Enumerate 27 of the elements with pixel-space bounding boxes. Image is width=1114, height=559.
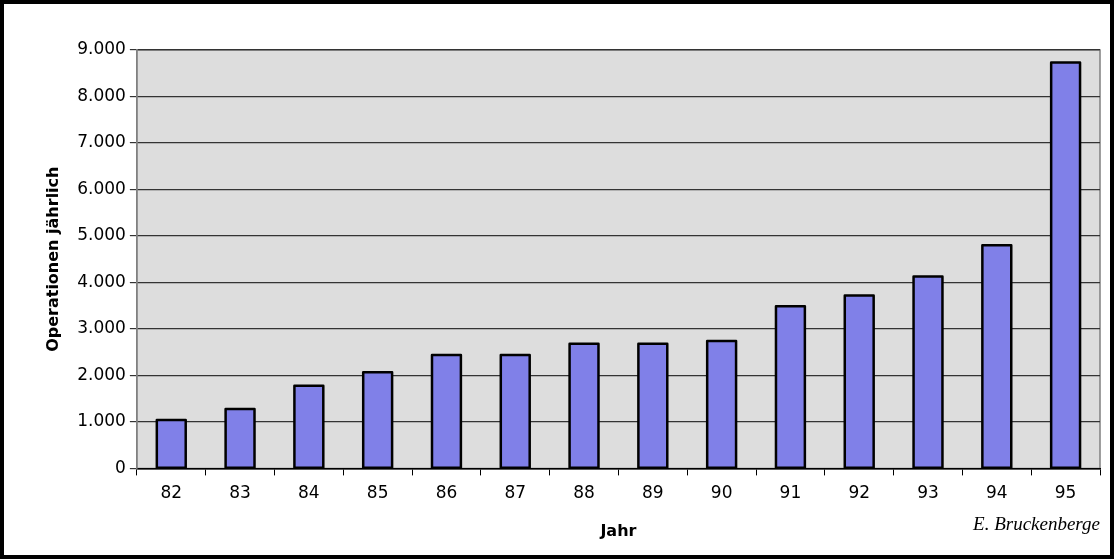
y-tick-label: 4.000 [77, 270, 126, 291]
y-tick-label: 3.000 [77, 317, 126, 338]
x-tick-label: 85 [366, 482, 389, 503]
x-axis-title: Jahr [599, 520, 637, 540]
x-tick-label: 95 [1054, 482, 1077, 503]
y-axis-title: Operationen jährlich [42, 166, 62, 352]
x-tick-label: 87 [504, 482, 527, 503]
y-tick-label: 1.000 [77, 410, 126, 431]
x-tick-label: 92 [848, 482, 871, 503]
y-tick-label: 5.000 [77, 224, 126, 245]
x-tick-label: 93 [917, 482, 939, 503]
x-tick-label: 88 [573, 482, 595, 503]
x-tick-label: 86 [435, 482, 458, 503]
y-tick-label: 0 [115, 456, 126, 477]
y-tick-label: 6.000 [77, 177, 126, 198]
x-tick-label: 89 [642, 482, 664, 503]
x-tick-label: 82 [160, 482, 183, 503]
x-tick-label: 94 [985, 482, 1008, 503]
y-tick-label: 2.000 [77, 363, 126, 384]
y-tick-label: 8.000 [77, 84, 126, 105]
x-tick-label: 91 [779, 482, 802, 503]
y-tick-label: 9.000 [77, 38, 126, 59]
y-tick-label: 7.000 [77, 131, 126, 152]
x-tick-label: 83 [229, 482, 251, 503]
x-tick-label: 84 [298, 482, 320, 503]
text: E. Bruckenberge [972, 513, 1100, 534]
x-tick-label: 90 [710, 482, 733, 503]
